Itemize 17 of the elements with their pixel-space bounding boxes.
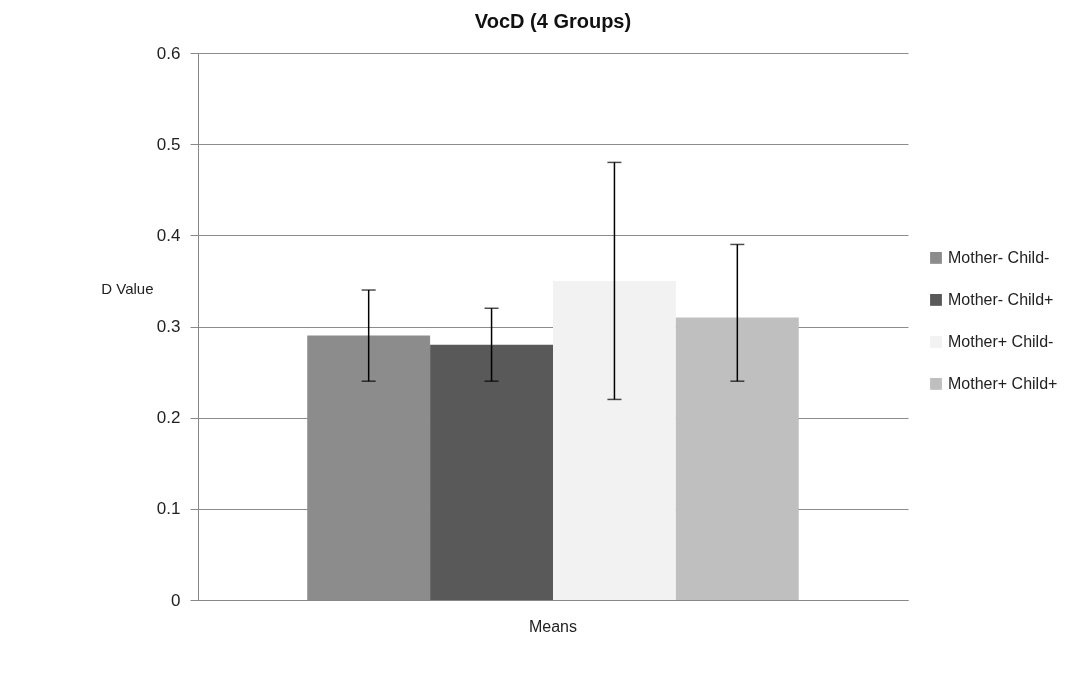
- legend-label: Mother+ Child-: [948, 332, 1054, 350]
- y-tick-label: 0.2: [156, 408, 181, 428]
- chart-title: VocD (4 Groups): [474, 10, 632, 32]
- y-tick-label: 0.1: [156, 499, 181, 519]
- y-tick-label: 0.5: [156, 134, 181, 154]
- bar: [675, 317, 799, 600]
- bar: [553, 280, 676, 600]
- legend-label: Mother- Child-: [948, 248, 1050, 266]
- legend-label: Mother- Child+: [948, 290, 1054, 308]
- legend-label: Mother+ Child+: [948, 374, 1058, 392]
- bar: [430, 344, 553, 600]
- y-axis-title: D Value: [101, 279, 154, 297]
- y-tick-label: 0.4: [156, 225, 181, 245]
- x-tick-label: Means: [528, 617, 578, 635]
- y-tick-label: 0.6: [156, 43, 181, 63]
- y-tick-label: 0: [171, 590, 181, 610]
- y-tick-label: 0.3: [156, 317, 181, 336]
